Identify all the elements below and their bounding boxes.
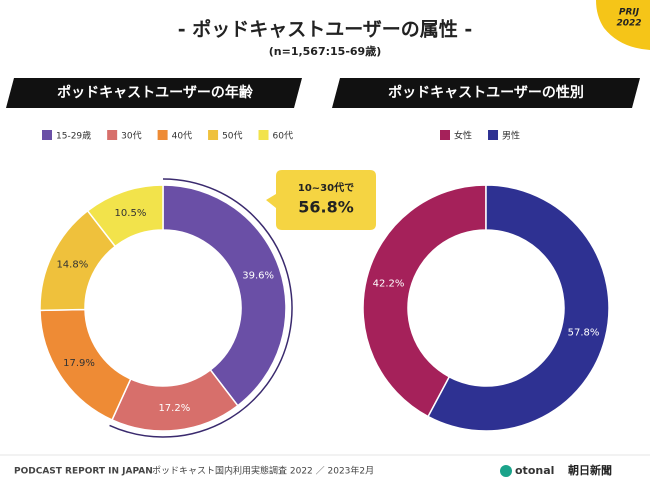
- section-title: ポッドキャストユーザーの性別: [388, 84, 584, 101]
- footer-report: PODCAST REPORT IN JAPAN: [14, 467, 153, 477]
- data-label: 10.5%: [115, 208, 147, 219]
- section-title: ポッドキャストユーザーの年齢: [57, 84, 254, 101]
- logo-icon: [500, 465, 512, 477]
- legend-swatch: [42, 130, 52, 140]
- footer-survey: ポッドキャスト国内利用実態調査 2022 ／ 2023年2月: [152, 465, 374, 477]
- donut-segment: [362, 184, 487, 418]
- legend-label: 女性: [454, 130, 472, 142]
- legend-label: 60代: [273, 131, 293, 142]
- page-subtitle: (n=1,567:15-69歳): [269, 44, 381, 58]
- callout-arc: [109, 178, 293, 438]
- logo-otonal: otonal: [515, 464, 554, 477]
- legend-label: 50代: [222, 131, 242, 142]
- legend-swatch: [157, 130, 168, 140]
- badge-text: 2022: [616, 19, 641, 29]
- legend-swatch: [258, 130, 269, 140]
- legend-label: 40代: [172, 131, 192, 142]
- donut-segment: [427, 184, 610, 432]
- section-banner: [332, 78, 640, 108]
- badge-text: PRIJ: [619, 8, 640, 18]
- legend-label: 男性: [502, 130, 520, 142]
- data-label: 14.8%: [56, 260, 88, 271]
- data-label: 57.8%: [568, 327, 600, 338]
- logo-asahi: 朝日新聞: [568, 463, 612, 477]
- section-banner: [6, 78, 302, 108]
- legend-label: 15-29歳: [56, 130, 91, 142]
- donut-segment: [86, 184, 164, 248]
- donut-segment: [162, 184, 287, 407]
- data-label: 39.6%: [242, 271, 274, 282]
- page-title: - ポッドキャストユーザーの属性 -: [178, 18, 473, 41]
- legend-swatch: [440, 130, 450, 140]
- legend-swatch: [107, 130, 118, 140]
- legend-swatch: [208, 130, 219, 140]
- callout-text: 10~30代で: [298, 181, 354, 194]
- legend-swatch: [488, 130, 499, 140]
- legend-label: 30代: [121, 131, 141, 142]
- callout-box: [266, 170, 376, 230]
- callout-value: 56.8%: [298, 198, 354, 217]
- data-label: 42.2%: [373, 279, 405, 290]
- data-label: 17.2%: [158, 403, 190, 414]
- data-label: 17.9%: [63, 358, 95, 369]
- badge-shape: [596, 0, 650, 50]
